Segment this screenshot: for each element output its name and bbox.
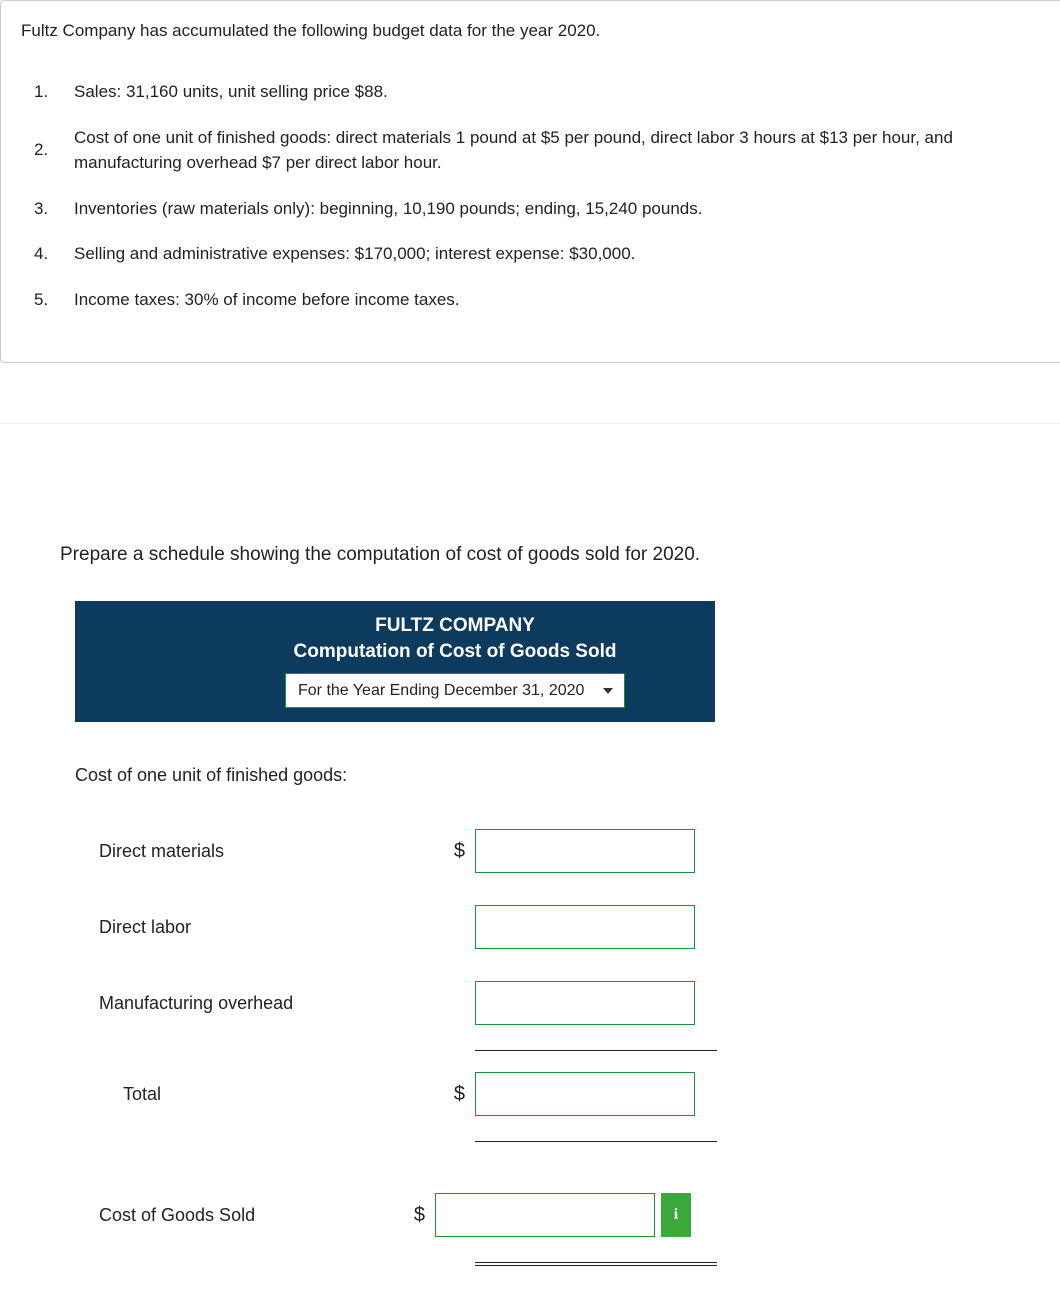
currency-symbol: $	[435, 840, 475, 863]
row-label: Direct labor	[75, 917, 435, 938]
section-header-row: Cost of one unit of finished goods:	[75, 746, 715, 804]
list-item-text: Sales: 31,160 units, unit selling price …	[66, 69, 1055, 115]
list-item: 3. Inventories (raw materials only): beg…	[16, 186, 1055, 232]
list-item-text: Cost of one unit of finished goods: dire…	[66, 115, 1055, 186]
double-underline-rule	[475, 1262, 717, 1266]
section-divider	[0, 423, 1060, 424]
period-dropdown[interactable]: For the Year Ending December 31, 2020	[285, 673, 625, 708]
section-label: Cost of one unit of finished goods:	[75, 765, 435, 786]
list-item-text: Inventories (raw materials only): beginn…	[66, 186, 1055, 232]
subtotal-rule	[475, 1050, 717, 1051]
currency-symbol: $	[395, 1204, 435, 1227]
list-item: 2. Cost of one unit of finished goods: d…	[16, 115, 1055, 186]
manufacturing-overhead-row: Manufacturing overhead	[75, 974, 715, 1032]
list-item-text: Selling and administrative expenses: $17…	[66, 231, 1055, 277]
instruction-text: Prepare a schedule showing the computati…	[60, 544, 1060, 566]
direct-materials-row: Direct materials $	[75, 822, 715, 880]
schedule-title: Computation of Cost of Goods Sold	[195, 641, 715, 663]
direct-labor-input[interactable]	[475, 905, 695, 949]
row-label: Manufacturing overhead	[75, 993, 435, 1014]
row-label: Cost of Goods Sold	[75, 1205, 435, 1226]
list-item-text: Income taxes: 30% of income before incom…	[66, 277, 1055, 323]
info-icon[interactable]: i	[661, 1193, 691, 1237]
list-item-number: 3.	[16, 186, 66, 232]
total-input[interactable]	[475, 1072, 695, 1116]
company-name: FULTZ COMPANY	[195, 615, 715, 637]
total-row: Total $	[75, 1065, 715, 1123]
cost-of-goods-sold-row: Cost of Goods Sold $ i	[75, 1186, 715, 1244]
schedule-body: Cost of one unit of finished goods: Dire…	[75, 722, 715, 1266]
direct-materials-input[interactable]	[475, 829, 695, 873]
list-item: 5. Income taxes: 30% of income before in…	[16, 277, 1055, 323]
budget-data-list: 1. Sales: 31,160 units, unit selling pri…	[16, 69, 1055, 322]
cogs-input[interactable]	[435, 1193, 655, 1237]
list-item-number: 1.	[16, 69, 66, 115]
direct-labor-row: Direct labor	[75, 898, 715, 956]
currency-symbol: $	[435, 1083, 475, 1106]
list-item-number: 5.	[16, 277, 66, 323]
schedule-header: FULTZ COMPANY Computation of Cost of Goo…	[75, 601, 715, 722]
list-item: 4. Selling and administrative expenses: …	[16, 231, 1055, 277]
total-rule	[475, 1141, 717, 1142]
list-item: 1. Sales: 31,160 units, unit selling pri…	[16, 69, 1055, 115]
manufacturing-overhead-input[interactable]	[475, 981, 695, 1025]
row-label: Total	[75, 1084, 435, 1105]
row-label: Direct materials	[75, 841, 435, 862]
list-item-number: 4.	[16, 231, 66, 277]
schedule-container: FULTZ COMPANY Computation of Cost of Goo…	[75, 601, 715, 1266]
list-item-number: 2.	[16, 115, 66, 186]
period-select-wrap: For the Year Ending December 31, 2020	[285, 673, 625, 708]
problem-statement-box: Fultz Company has accumulated the follow…	[0, 0, 1060, 363]
problem-intro-text: Fultz Company has accumulated the follow…	[21, 21, 1055, 41]
